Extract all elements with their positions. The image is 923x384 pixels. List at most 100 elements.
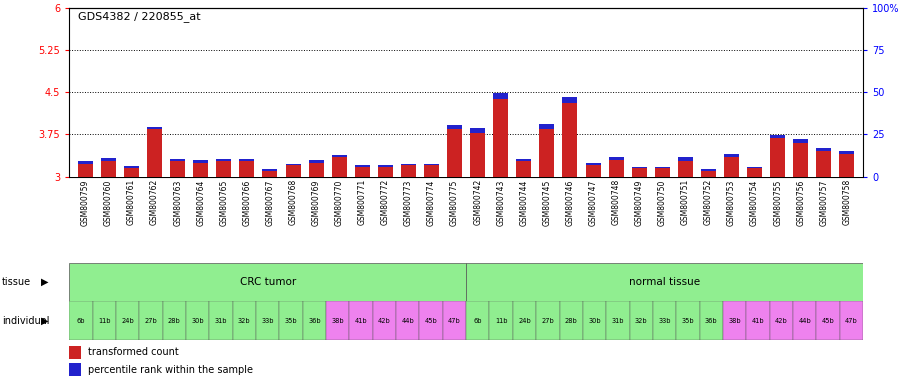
Bar bbox=[170, 159, 186, 161]
Bar bbox=[513, 301, 536, 340]
Text: GSM800769: GSM800769 bbox=[312, 179, 320, 226]
Bar bbox=[516, 159, 532, 161]
Bar bbox=[793, 139, 809, 143]
Bar bbox=[516, 161, 532, 177]
Bar bbox=[186, 301, 210, 340]
Bar bbox=[770, 138, 785, 177]
Bar bbox=[170, 161, 186, 177]
Text: GSM800767: GSM800767 bbox=[266, 179, 274, 226]
Text: GSM800752: GSM800752 bbox=[704, 179, 713, 225]
Bar bbox=[326, 301, 350, 340]
Text: 31b: 31b bbox=[612, 318, 624, 324]
Text: GSM800750: GSM800750 bbox=[658, 179, 666, 226]
Bar bbox=[147, 126, 162, 129]
Bar bbox=[401, 164, 416, 166]
Text: 28b: 28b bbox=[168, 318, 181, 324]
Bar bbox=[69, 263, 466, 301]
Text: 35b: 35b bbox=[284, 318, 297, 324]
Text: 31b: 31b bbox=[215, 318, 227, 324]
Bar bbox=[489, 301, 513, 340]
Text: GSM800766: GSM800766 bbox=[243, 179, 251, 226]
Bar bbox=[539, 129, 555, 177]
Text: individual: individual bbox=[2, 316, 49, 326]
Text: 30b: 30b bbox=[191, 318, 204, 324]
Bar bbox=[793, 143, 809, 177]
Bar bbox=[303, 301, 326, 340]
Text: 42b: 42b bbox=[378, 318, 390, 324]
Text: GSM800759: GSM800759 bbox=[81, 179, 90, 226]
Text: 45b: 45b bbox=[425, 318, 438, 324]
Bar bbox=[101, 158, 116, 161]
Text: GSM800775: GSM800775 bbox=[450, 179, 459, 226]
Bar bbox=[701, 171, 716, 177]
Bar bbox=[308, 162, 324, 177]
Bar bbox=[331, 155, 347, 157]
Text: normal tissue: normal tissue bbox=[629, 277, 701, 287]
Text: GSM800748: GSM800748 bbox=[612, 179, 620, 225]
Text: GSM800742: GSM800742 bbox=[473, 179, 482, 225]
Bar bbox=[816, 151, 832, 177]
Text: GSM800754: GSM800754 bbox=[750, 179, 759, 226]
Text: 24b: 24b bbox=[518, 318, 531, 324]
Text: 32b: 32b bbox=[635, 318, 648, 324]
Bar bbox=[654, 167, 670, 168]
Bar bbox=[285, 164, 301, 166]
Bar bbox=[700, 301, 723, 340]
Text: 41b: 41b bbox=[751, 318, 764, 324]
Bar bbox=[470, 128, 485, 133]
Bar bbox=[308, 160, 324, 162]
Text: 38b: 38b bbox=[728, 318, 741, 324]
Text: 42b: 42b bbox=[775, 318, 787, 324]
Bar bbox=[723, 301, 747, 340]
Bar bbox=[216, 159, 232, 161]
Bar bbox=[466, 263, 863, 301]
Bar bbox=[139, 301, 162, 340]
Bar bbox=[193, 162, 209, 177]
Bar bbox=[239, 159, 255, 161]
Text: GSM800763: GSM800763 bbox=[174, 179, 182, 226]
Bar bbox=[285, 166, 301, 177]
Bar bbox=[443, 301, 466, 340]
Bar bbox=[124, 166, 139, 168]
Text: GSM800771: GSM800771 bbox=[358, 179, 366, 225]
Bar bbox=[608, 157, 624, 160]
Bar bbox=[747, 168, 762, 177]
Text: tissue: tissue bbox=[2, 277, 31, 287]
Text: 24b: 24b bbox=[121, 318, 134, 324]
Text: 36b: 36b bbox=[308, 318, 320, 324]
Text: GSM800751: GSM800751 bbox=[681, 179, 689, 225]
Bar bbox=[354, 167, 370, 177]
Text: 11b: 11b bbox=[495, 318, 508, 324]
Text: GSM800758: GSM800758 bbox=[843, 179, 851, 225]
Text: GSM800764: GSM800764 bbox=[197, 179, 205, 226]
Bar bbox=[419, 301, 443, 340]
Bar bbox=[124, 168, 139, 177]
Bar bbox=[331, 157, 347, 177]
Bar bbox=[631, 167, 647, 168]
Bar bbox=[256, 301, 280, 340]
Bar bbox=[424, 166, 439, 177]
Bar bbox=[654, 168, 670, 177]
Bar bbox=[280, 301, 303, 340]
Bar bbox=[378, 165, 393, 167]
Bar bbox=[608, 160, 624, 177]
Text: GSM800774: GSM800774 bbox=[427, 179, 436, 226]
Text: GSM800773: GSM800773 bbox=[404, 179, 413, 226]
Bar bbox=[606, 301, 629, 340]
Text: GSM800761: GSM800761 bbox=[127, 179, 136, 225]
Bar bbox=[233, 301, 256, 340]
Bar bbox=[162, 301, 186, 340]
Bar bbox=[839, 154, 855, 177]
Text: transformed count: transformed count bbox=[88, 347, 178, 358]
Bar bbox=[747, 167, 762, 168]
Bar bbox=[466, 301, 489, 340]
Text: 38b: 38b bbox=[331, 318, 344, 324]
Bar bbox=[69, 346, 80, 359]
Bar bbox=[262, 169, 278, 171]
Text: 27b: 27b bbox=[542, 318, 554, 324]
Bar bbox=[262, 171, 278, 177]
Bar bbox=[470, 133, 485, 177]
Text: 35b: 35b bbox=[681, 318, 694, 324]
Bar bbox=[239, 161, 255, 177]
Text: 27b: 27b bbox=[145, 318, 157, 324]
